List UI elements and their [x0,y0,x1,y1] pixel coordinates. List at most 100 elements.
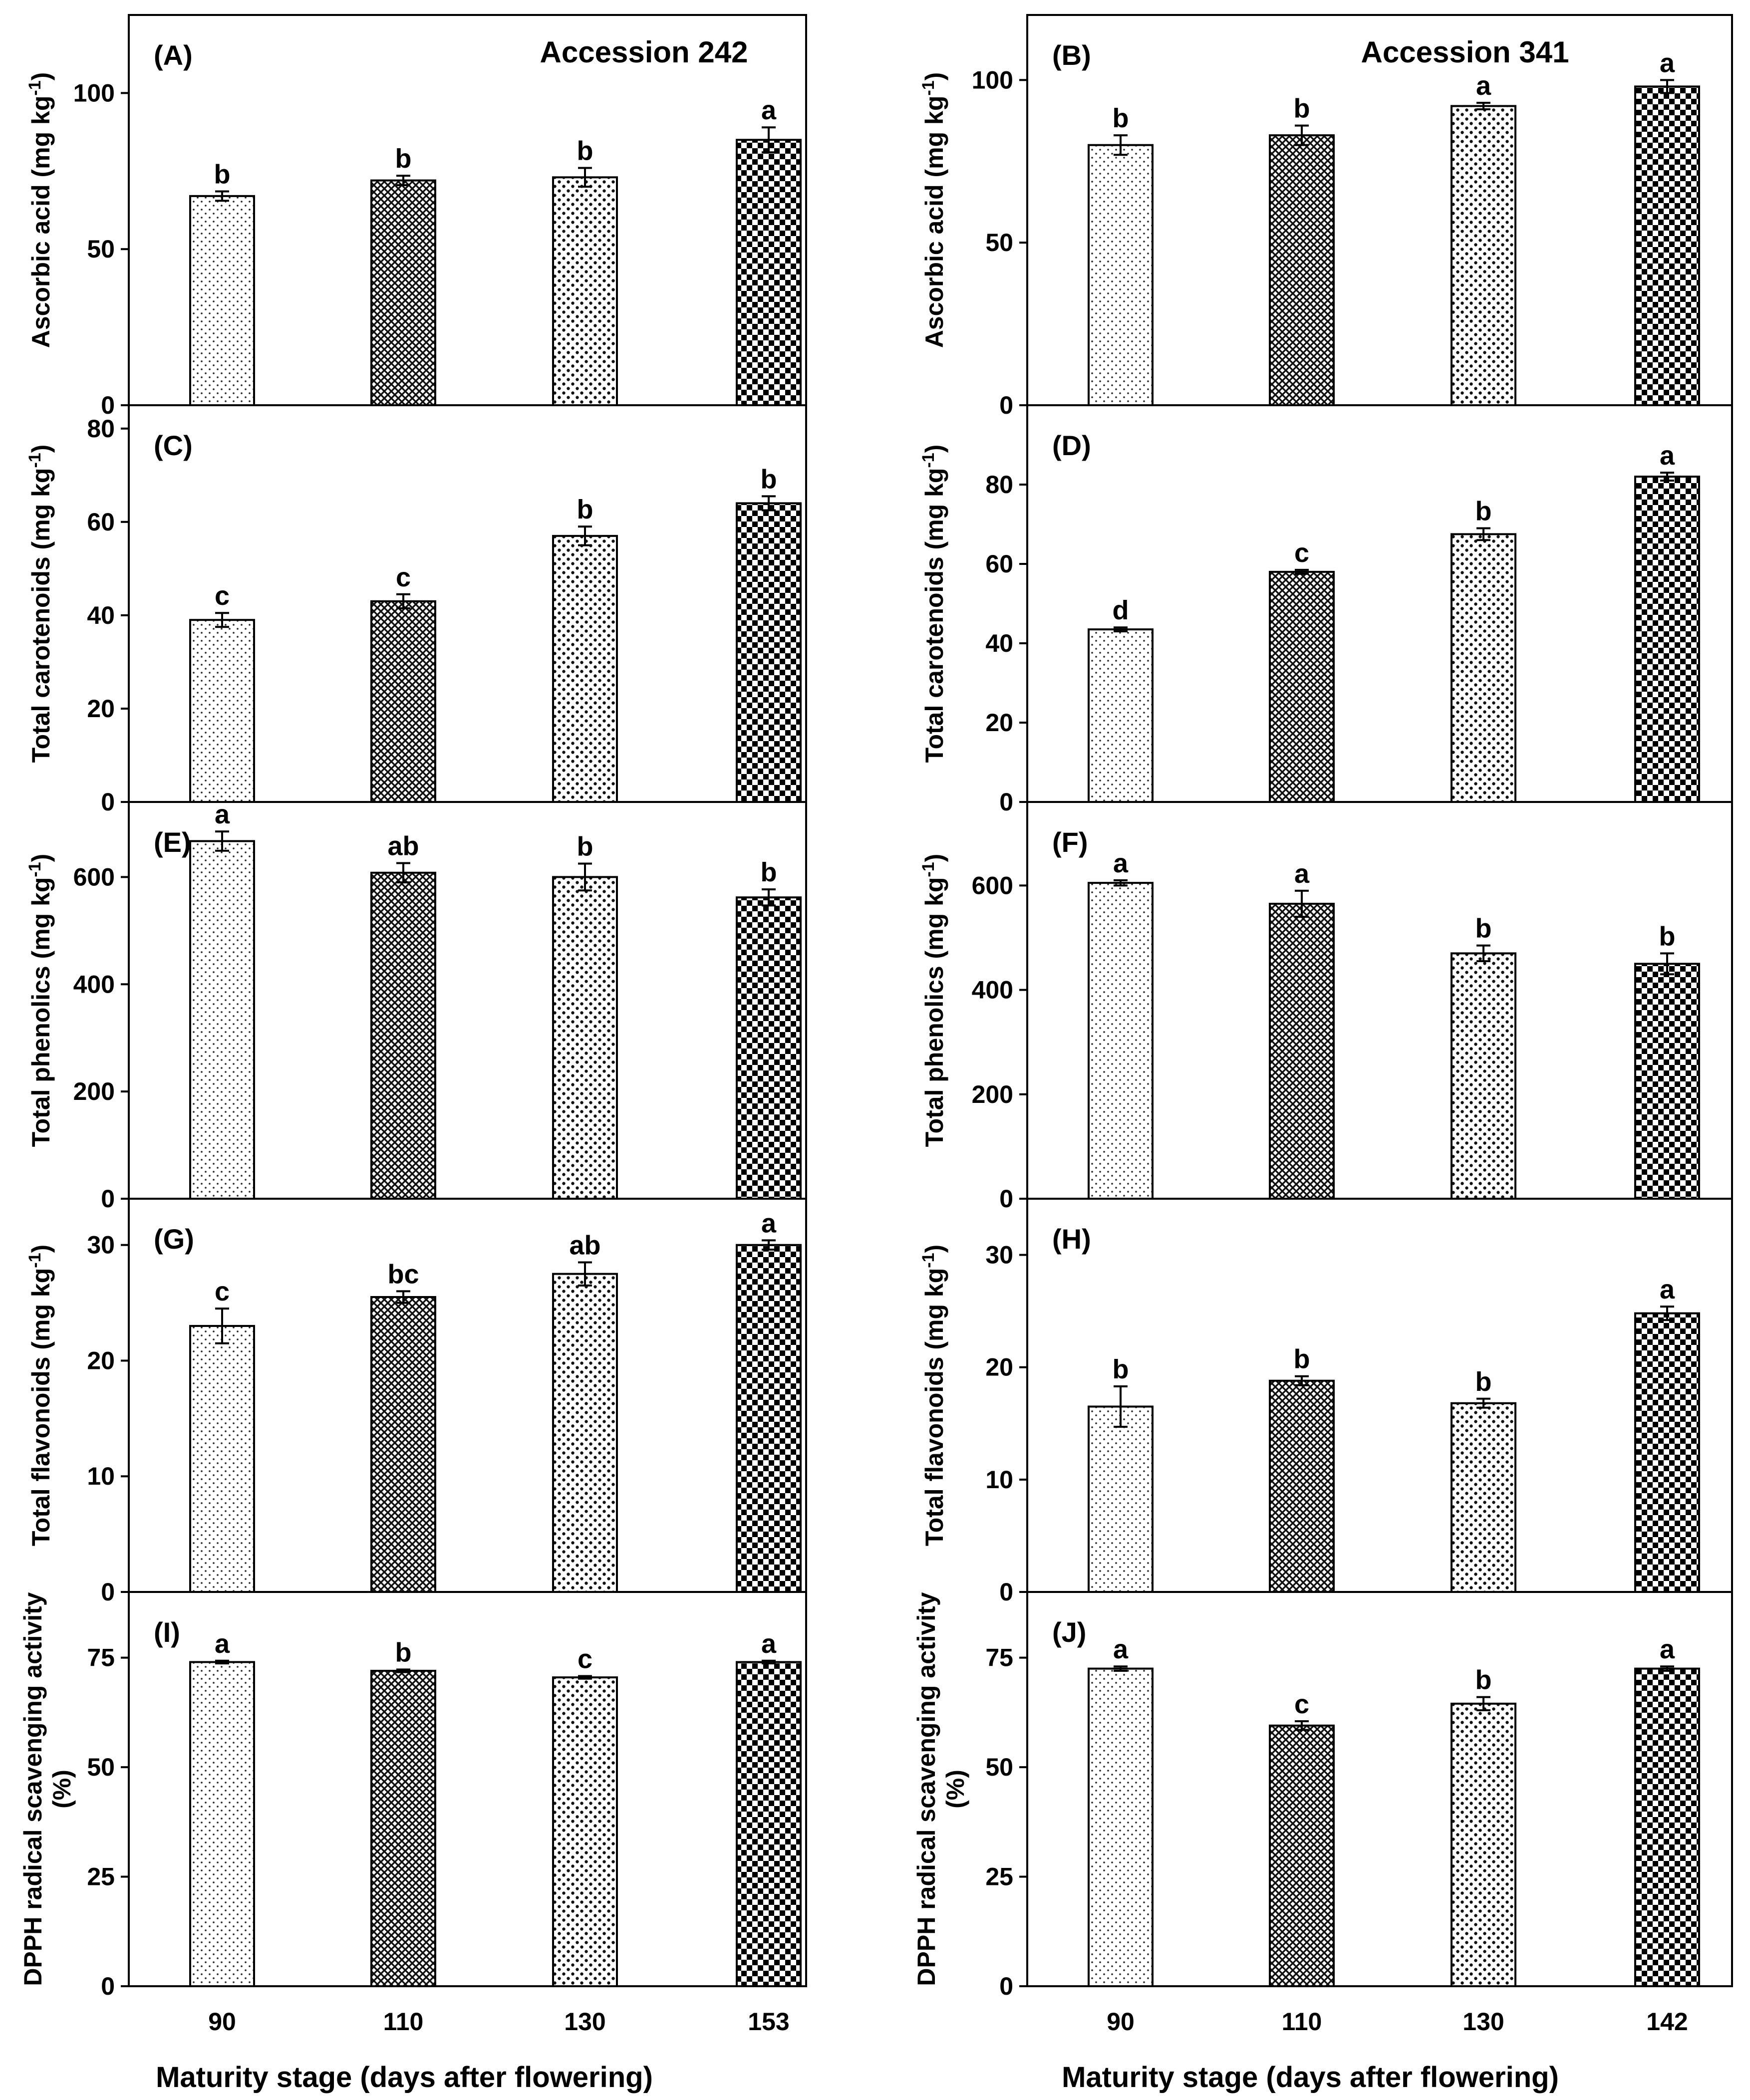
significance-letter: ab [569,1230,600,1260]
panel-label: (I) [154,1616,180,1648]
significance-letter: c [578,1644,592,1674]
y-axis-label: Total carotenoids (mg kg-1) [25,445,55,763]
error-bar [396,1290,410,1304]
y-tick-label: 25 [985,1863,1013,1891]
x-tick-label: 90 [1107,2008,1135,2036]
y-tick-label: 20 [87,695,115,723]
y-tick-label: 30 [985,1241,1013,1269]
bar-h-110 [1269,1379,1335,1593]
error-bar [215,612,229,628]
y-axis-label: Total carotenoids (mg kg-1) [919,445,948,763]
bar-g-90 [189,1324,255,1593]
panel-g: 0 10 20 30 Total flavonoids (mg kg-1) (G) c bc a… [25,1198,807,1606]
panel-d: 0 20 40 60 80 Total carotenoids (mg kg-1) (D) d… [919,404,1733,816]
error-bar [396,1668,410,1673]
bar-j-142 [1634,1667,1700,1987]
x-tick-label: 110 [1282,2008,1322,2036]
error-bar [1660,79,1674,94]
significance-letter: b [1294,94,1310,124]
x-tick-label: 110 [383,2008,424,2036]
error-bar [1114,134,1128,156]
y-tick-label: 400 [73,970,115,998]
y-tick-label: 75 [87,1644,115,1672]
y-tick-label: 40 [985,629,1013,657]
error-bar [215,1659,229,1665]
bar-a-90 [189,195,255,406]
y-tick-label: 25 [87,1863,115,1891]
significance-letter: a [1660,441,1675,471]
significance-letter: b [1475,496,1492,526]
bar-c-130 [552,534,618,803]
significance-letter: d [1113,595,1129,625]
significance-letter: b [761,857,777,887]
bar-e-130 [552,876,618,1200]
bar-h-142 [1634,1312,1700,1593]
error-bar [215,1308,229,1344]
y-tick-label: 200 [73,1077,115,1105]
y-tick-label: 20 [985,709,1013,737]
significance-letter: a [215,1629,230,1659]
bar-e-153 [736,896,802,1200]
error-bar [396,862,410,884]
error-bar [1114,1385,1128,1428]
significance-letter: b [1113,1354,1129,1384]
y-tick-label: 50 [87,1753,115,1781]
error-bar [762,1659,776,1665]
bar-i-90 [189,1661,255,1987]
y-tick-label: 0 [999,1972,1013,2000]
error-bar [578,167,592,188]
y-tick-label: 0 [101,1972,115,2000]
error-bar [762,126,776,154]
bar-f-130 [1451,952,1516,1200]
error-bar [578,525,592,546]
y-tick-label: 100 [972,66,1013,94]
significance-letter: b [395,1637,412,1667]
error-bar [1114,879,1128,887]
panel-j: 0 25 50 75 DPPH radical scavenging activity(… [912,1591,1733,2036]
error-bar [396,175,410,186]
y-tick-label: 0 [101,1185,115,1213]
y-axis-label: Total phenolics (mg kg-1) [919,854,948,1147]
x-tick-label: 142 [1646,2008,1688,2036]
error-bar [1476,1696,1490,1711]
significance-letter: a [1660,1275,1675,1305]
error-bar [1295,889,1309,918]
panel-label: (A) [154,39,193,71]
y-axis-label: DPPH radical scavenging activity(%) [912,1592,969,1986]
bar-g-110 [370,1296,436,1593]
error-bar [1476,944,1490,963]
bar-f-142 [1634,963,1700,1200]
y-axis-label: Total phenolics (mg kg-1) [25,854,55,1147]
panel-label: (D) [1052,430,1091,461]
significance-letter: ab [387,831,419,861]
bar-f-90 [1088,882,1154,1200]
error-bar [578,1675,592,1680]
bar-b-110 [1269,134,1335,407]
significance-letter: b [1294,1344,1310,1374]
y-axis-label: Ascorbic acid (mg kg-1) [25,72,55,348]
panel-label: (E) [154,826,191,858]
panel-b: 0 50 100 Ascorbic acid (mg kg-1) (B) Accessio… [919,14,1733,419]
y-tick-label: 400 [972,976,1013,1004]
bar-d-90 [1088,628,1154,803]
bar-g-130 [552,1273,618,1593]
bar-a-110 [370,179,436,406]
significance-letter: b [1475,1665,1492,1695]
y-axis-label: DPPH radical scavenging activity(%) [19,1592,76,1986]
y-axis-label: Total flavonoids (mg kg-1) [919,1245,948,1546]
error-bar [1476,1397,1490,1409]
error-bar [1476,101,1490,110]
x-tick-label: 90 [208,2008,236,2036]
error-bar [1295,124,1309,146]
bar-j-110 [1269,1724,1335,1987]
x-axis-title-left: Maturity stage (days after flowering) [156,2061,653,2094]
significance-letter: a [761,1208,777,1238]
bar-e-110 [370,871,436,1200]
panel-h: 0 10 20 30 Total flavonoids (mg kg-1) (H) b b b a [919,1198,1733,1606]
panel-e: 0 200 400 600 Total phenolics (mg kg-1) (E) a a… [25,799,807,1213]
bar-g-153 [736,1244,802,1593]
bar-i-153 [736,1661,802,1987]
error-bar [578,1261,592,1287]
significance-letter: a [1294,859,1310,889]
y-tick-label: 40 [87,601,115,629]
